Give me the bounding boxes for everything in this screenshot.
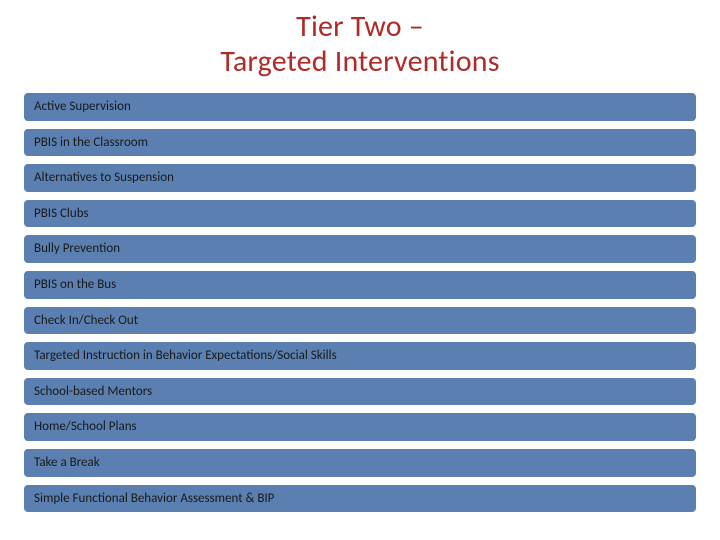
bar-item: PBIS on the Bus [22,269,698,301]
title-block: Tier Two – Targeted Interventions [22,10,698,79]
bar-item: Targeted Instruction in Behavior Expecta… [22,340,698,372]
bar-item: Take a Break [22,447,698,479]
bar-item: Check In/Check Out [22,305,698,337]
bar-item: Active Supervision [22,91,698,123]
bar-item: Alternatives to Suspension [22,162,698,194]
title-line-2: Targeted Interventions [22,45,698,80]
bars-container: Active Supervision PBIS in the Classroom… [22,91,698,514]
bar-item: PBIS in the Classroom [22,127,698,159]
bar-item: PBIS Clubs [22,198,698,230]
title-line-1: Tier Two – [22,10,698,45]
bar-item: School-based Mentors [22,376,698,408]
slide: Tier Two – Targeted Interventions Active… [0,0,720,540]
bar-item: Home/School Plans [22,411,698,443]
bar-item: Bully Prevention [22,233,698,265]
bar-item: Simple Functional Behavior Assessment & … [22,483,698,515]
